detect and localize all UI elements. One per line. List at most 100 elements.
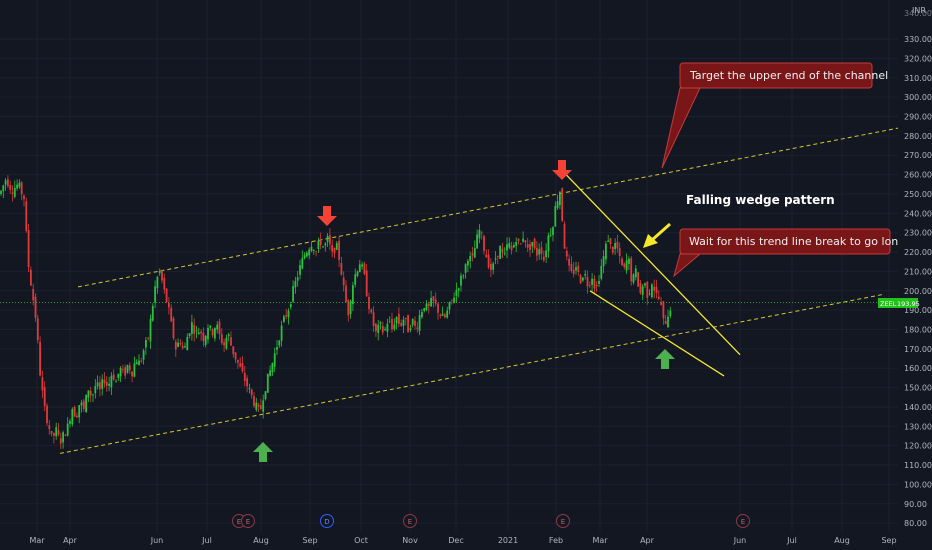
time-tick-label: Aug — [253, 536, 269, 545]
time-tick-label: Sep — [302, 536, 317, 545]
candle-body — [308, 249, 311, 256]
candle-body — [278, 340, 281, 346]
candle-body — [55, 427, 58, 437]
candle-body — [331, 245, 334, 252]
time-tick-label: Apr — [640, 536, 655, 545]
candle-body — [41, 377, 44, 391]
candle-body — [23, 195, 25, 200]
candle-body — [133, 363, 136, 377]
candle-body — [20, 182, 23, 195]
candle-body — [662, 301, 665, 319]
candle-body — [103, 379, 106, 384]
candle-body — [131, 371, 133, 377]
candle-body — [87, 390, 90, 398]
current-price-tag: ZEEL 193.95 — [878, 298, 920, 308]
time-tick-label: Dec — [448, 536, 463, 545]
candle-body — [519, 243, 522, 245]
candle-body — [607, 240, 610, 242]
candle-body — [414, 320, 416, 326]
candle-body — [655, 286, 658, 293]
price-tag-symbol: ZEEL — [880, 300, 897, 308]
candle-body — [425, 303, 428, 310]
candle-body — [379, 322, 382, 324]
candle-body — [395, 317, 398, 324]
candle-body — [492, 263, 495, 270]
candle-body — [285, 314, 288, 317]
event-marker-circle — [556, 514, 570, 528]
candle-body — [524, 240, 527, 243]
candle-body — [53, 433, 55, 436]
candle-body — [46, 405, 48, 424]
candle-body — [434, 299, 437, 304]
candle-body — [280, 325, 283, 341]
candle-body — [50, 430, 53, 434]
candle-body — [289, 304, 292, 308]
channel-upper-line — [77, 127, 899, 288]
candle-body — [69, 420, 71, 424]
candle-body — [16, 184, 18, 189]
candle-body — [62, 432, 64, 443]
candle-body — [108, 383, 110, 386]
candle-body — [115, 381, 117, 383]
breakout-callout-text: Wait for this trend line break to go lon… — [689, 235, 905, 248]
candle-body — [345, 285, 347, 303]
target-callout: Target the upper end of the channel — [661, 62, 888, 169]
price-tick-label: 260.00 — [904, 171, 932, 180]
candle-body — [18, 182, 21, 188]
candle-body — [223, 342, 225, 346]
candle-body — [117, 373, 120, 378]
candle-body — [333, 247, 336, 254]
candle-body — [80, 402, 83, 406]
candle-body — [188, 333, 191, 336]
candle-body — [453, 297, 455, 303]
candle-body — [476, 234, 478, 249]
candle-body — [186, 336, 189, 351]
price-tick-label: 240.00 — [904, 209, 932, 218]
time-tick-label: Sep — [881, 536, 896, 545]
candle-body — [151, 305, 154, 321]
candle-body — [7, 179, 9, 187]
time-tick-label: Feb — [549, 536, 563, 545]
time-tick-label: Aug — [834, 536, 850, 545]
candle-body — [172, 318, 175, 339]
candle-body — [319, 239, 322, 246]
candle-body — [322, 246, 324, 248]
sell-signal-arrow-sep — [317, 206, 337, 226]
candle-body — [179, 342, 182, 344]
candle-body — [487, 254, 490, 268]
event-marker-circle — [320, 514, 334, 528]
candle-body — [639, 282, 642, 294]
candle-body — [356, 271, 359, 276]
candle-body — [112, 374, 115, 380]
candle-body — [43, 387, 46, 407]
candle-body — [124, 367, 127, 376]
candle-body — [632, 274, 635, 283]
candle-body — [549, 234, 552, 236]
candle-body — [253, 396, 255, 407]
candle-body — [292, 286, 294, 302]
price-tick-label: 90.00 — [904, 500, 927, 509]
candle-body — [623, 263, 626, 268]
candle-body — [329, 235, 331, 245]
event-marker-label: E — [741, 518, 745, 526]
candle-body — [450, 299, 453, 301]
candle-body — [416, 327, 419, 329]
candle-body — [609, 238, 612, 244]
candle-body — [418, 315, 421, 331]
candle-body — [202, 332, 205, 342]
candle-body — [310, 246, 313, 251]
candle-body — [363, 263, 366, 275]
price-tick-label: 290.00 — [904, 112, 932, 121]
candle-body — [147, 337, 150, 339]
candle-body — [386, 323, 389, 332]
wedge-lower-line — [589, 290, 725, 377]
event-marker-circle — [736, 514, 750, 528]
candle-body — [101, 379, 104, 389]
candle-body — [142, 350, 145, 360]
candle-body — [2, 185, 5, 192]
candle-body — [11, 192, 14, 194]
time-tick-label: Jun — [150, 536, 164, 545]
candle-body — [460, 275, 462, 286]
